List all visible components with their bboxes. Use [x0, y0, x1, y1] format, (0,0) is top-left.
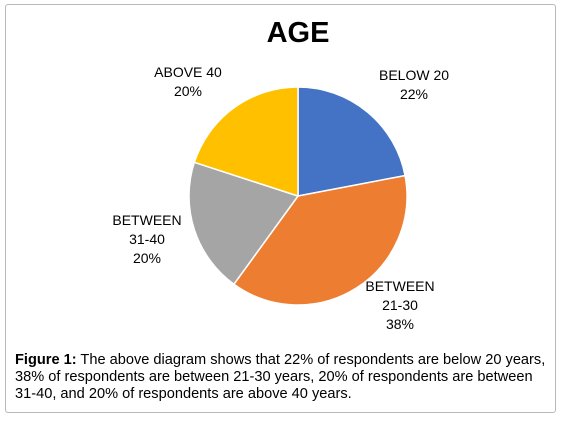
slice-value-label: 20% [133, 250, 161, 266]
slice-value-label: 38% [386, 316, 414, 332]
pie-chart: AGE BELOW 20 22% BETWEEN 21-30 38% BETWEEN 31-… [112, 17, 449, 332]
slice-category-label: 21-30 [382, 297, 418, 313]
slice-value-label: 22% [400, 86, 428, 102]
pie-slice-between-21-30 [232, 174, 408, 306]
caption-label: Figure 1: [15, 352, 77, 368]
slice-category-label: 31-40 [129, 231, 165, 247]
chart-title: AGE [267, 17, 330, 49]
pie-slice-above-40 [193, 86, 299, 198]
slice-category-label: BELOW 20 [379, 67, 449, 83]
caption-text: The above diagram shows that 22% of resp… [15, 352, 546, 402]
figure-caption: Figure 1: The above diagram shows that 2… [15, 352, 549, 403]
pie-slice-labels: BELOW 20 22% BETWEEN 21-30 38% BETWEEN 31-40 20… [112, 64, 449, 332]
slice-value-label: 20% [174, 83, 202, 99]
pie-slices [188, 86, 408, 306]
slice-category-label: BETWEEN [112, 212, 181, 228]
slice-category-label: ABOVE 40 [154, 64, 222, 80]
slice-category-label: BETWEEN [365, 278, 434, 294]
pie-slice-below-20 [297, 86, 406, 197]
pie-slice-between-31-40 [188, 161, 300, 286]
